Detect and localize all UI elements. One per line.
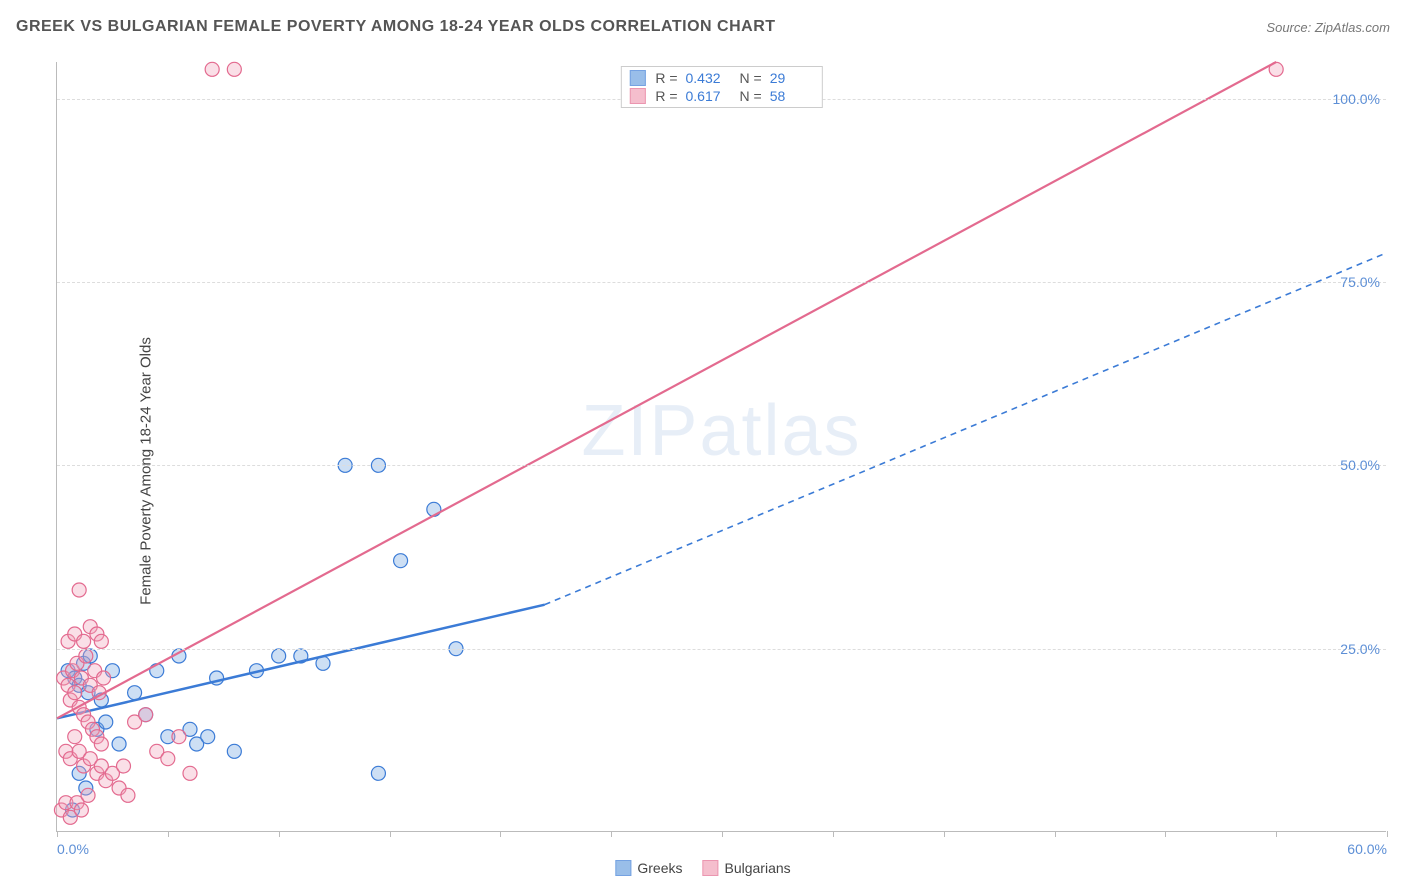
data-point-bulgarians	[79, 649, 93, 663]
data-point-bulgarians	[183, 766, 197, 780]
data-point-bulgarians	[227, 62, 241, 76]
gridline	[57, 465, 1386, 466]
swatch-bulgarians	[702, 860, 718, 876]
r-label: R =	[655, 70, 677, 86]
gridline	[57, 282, 1386, 283]
data-point-bulgarians	[81, 788, 95, 802]
data-point-greeks	[112, 737, 126, 751]
stats-legend: R = 0.432 N = 29 R = 0.617 N = 58	[620, 66, 822, 108]
x-tick	[1276, 831, 1277, 837]
data-point-bulgarians	[139, 708, 153, 722]
data-point-bulgarians	[68, 730, 82, 744]
gridline	[57, 649, 1386, 650]
trend-line-bulgarians	[57, 62, 1276, 718]
x-tick	[833, 831, 834, 837]
legend-item-bulgarians: Bulgarians	[702, 860, 790, 876]
source-label: Source:	[1266, 20, 1311, 35]
data-point-bulgarians	[72, 583, 86, 597]
n-label: N =	[740, 70, 762, 86]
stats-row-greeks: R = 0.432 N = 29	[629, 69, 813, 87]
r-value-bulgarians: 0.617	[686, 88, 730, 104]
data-point-greeks	[394, 554, 408, 568]
data-point-greeks	[371, 766, 385, 780]
legend-item-greeks: Greeks	[615, 860, 682, 876]
data-point-bulgarians	[94, 634, 108, 648]
n-value-greeks: 29	[770, 70, 814, 86]
y-tick-label: 50.0%	[1340, 457, 1380, 473]
x-tick	[279, 831, 280, 837]
data-point-greeks	[227, 744, 241, 758]
trend-line-dashed-greeks	[545, 253, 1387, 605]
data-point-bulgarians	[161, 752, 175, 766]
data-point-greeks	[99, 715, 113, 729]
x-tick	[1387, 831, 1388, 837]
swatch-bulgarians	[629, 88, 645, 104]
chart-header: GREEK VS BULGARIAN FEMALE POVERTY AMONG …	[16, 18, 1390, 36]
data-point-greeks	[201, 730, 215, 744]
y-tick-label: 25.0%	[1340, 641, 1380, 657]
n-label: N =	[740, 88, 762, 104]
x-tick	[390, 831, 391, 837]
trend-line-greeks	[57, 605, 545, 719]
data-point-bulgarians	[77, 634, 91, 648]
stats-row-bulgarians: R = 0.617 N = 58	[629, 87, 813, 105]
data-point-greeks	[128, 686, 142, 700]
y-tick-label: 75.0%	[1340, 274, 1380, 290]
x-tick	[611, 831, 612, 837]
legend-label-greeks: Greeks	[637, 860, 682, 876]
x-tick-label: 0.0%	[57, 841, 89, 857]
data-point-bulgarians	[205, 62, 219, 76]
legend-label-bulgarians: Bulgarians	[724, 860, 790, 876]
plot-area: ZIPatlas R =0.432N =29R =0.617N =58 25.0…	[56, 62, 1386, 832]
data-point-bulgarians	[94, 737, 108, 751]
chart-title: GREEK VS BULGARIAN FEMALE POVERTY AMONG …	[16, 18, 776, 36]
data-point-bulgarians	[172, 730, 186, 744]
r-value-greeks: 0.432	[686, 70, 730, 86]
x-tick	[944, 831, 945, 837]
y-tick-label: 100.0%	[1333, 91, 1380, 107]
data-point-bulgarians	[117, 759, 131, 773]
data-point-bulgarians	[74, 803, 88, 817]
x-tick	[1165, 831, 1166, 837]
swatch-greeks	[615, 860, 631, 876]
x-tick	[57, 831, 58, 837]
chart-container: Female Poverty Among 18-24 Year Olds ZIP…	[0, 50, 1406, 892]
scatter-svg	[57, 62, 1386, 831]
n-value-bulgarians: 58	[770, 88, 814, 104]
r-label: R =	[655, 88, 677, 104]
data-point-bulgarians	[68, 686, 82, 700]
data-point-greeks	[272, 649, 286, 663]
swatch-greeks	[629, 70, 645, 86]
x-tick-label: 60.0%	[1347, 841, 1387, 857]
data-point-bulgarians	[121, 788, 135, 802]
source-value: ZipAtlas.com	[1315, 20, 1390, 35]
x-tick	[168, 831, 169, 837]
x-tick	[500, 831, 501, 837]
data-point-bulgarians	[97, 671, 111, 685]
source-attribution: Source: ZipAtlas.com	[1266, 20, 1390, 35]
series-legend: Greeks Bulgarians	[615, 860, 790, 876]
x-tick	[1055, 831, 1056, 837]
x-tick	[722, 831, 723, 837]
